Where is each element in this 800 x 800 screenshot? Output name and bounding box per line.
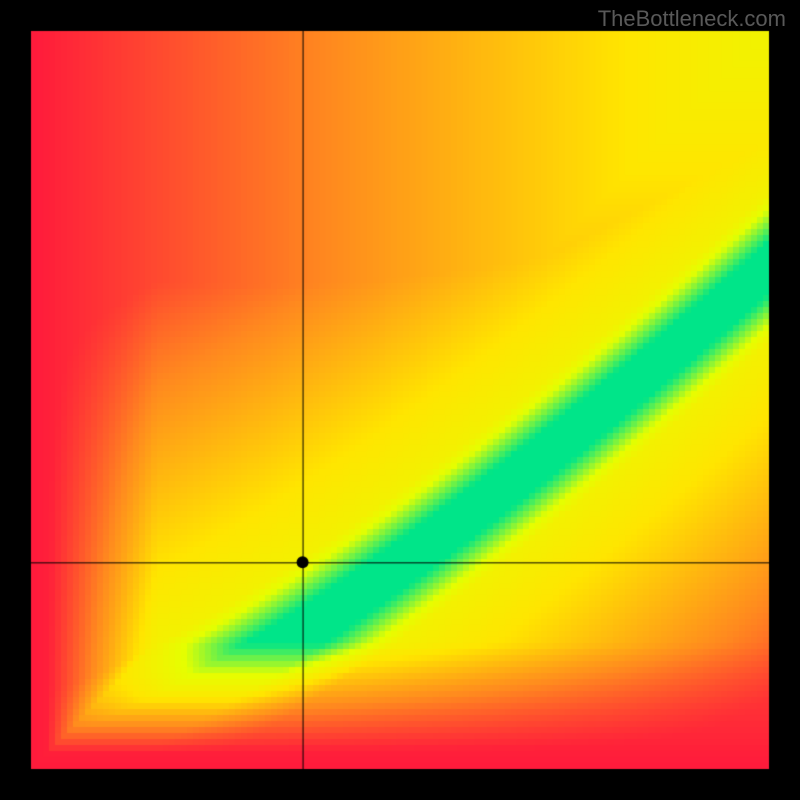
watermark-label: TheBottleneck.com (598, 6, 786, 32)
bottleneck-heatmap (0, 0, 800, 800)
